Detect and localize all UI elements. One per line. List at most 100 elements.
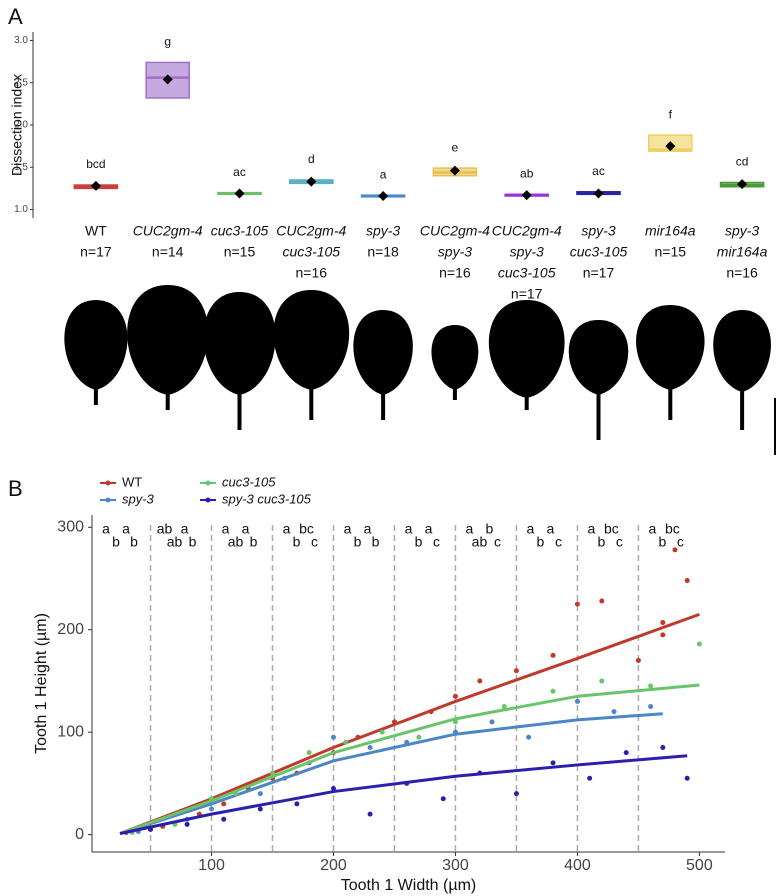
n-label: n=17 bbox=[80, 244, 112, 260]
y-tick-label: 2.5 bbox=[14, 77, 28, 88]
legend-dot bbox=[105, 497, 111, 503]
data-point bbox=[599, 678, 605, 684]
data-point bbox=[623, 750, 629, 756]
data-point bbox=[660, 620, 666, 626]
y-tick-label: 1.0 bbox=[14, 204, 28, 215]
bin-letter: ab bbox=[472, 534, 488, 550]
petiole bbox=[452, 385, 457, 400]
category-label: WT bbox=[85, 223, 107, 239]
x-tick-label: 300 bbox=[442, 857, 469, 874]
bin-letter: a bbox=[547, 521, 555, 537]
data-point bbox=[257, 791, 263, 797]
category-label: spy-3 bbox=[510, 244, 544, 260]
fit-line bbox=[119, 612, 700, 835]
n-label: n=16 bbox=[296, 265, 328, 281]
mean-marker bbox=[665, 141, 676, 152]
petiole bbox=[381, 390, 386, 420]
significance-letter: ac bbox=[592, 164, 605, 178]
leaf bbox=[568, 320, 629, 395]
bin-letter: c bbox=[494, 534, 501, 550]
petiole bbox=[596, 390, 601, 440]
mean-marker bbox=[737, 179, 748, 190]
data-point bbox=[257, 806, 263, 812]
bin-letter: c bbox=[433, 534, 440, 550]
y-tick-label: 0 bbox=[75, 826, 84, 843]
significance-letter: cd bbox=[736, 155, 749, 169]
significance-letter: f bbox=[669, 107, 673, 121]
y-tick-label: 300 bbox=[57, 519, 84, 536]
leaf bbox=[273, 290, 350, 390]
n-label: n=16 bbox=[726, 265, 758, 281]
bin-letter: b bbox=[486, 521, 494, 537]
category-label: CUC2gm-4 bbox=[133, 223, 203, 239]
bin-letter: bc bbox=[604, 521, 619, 537]
leaf bbox=[431, 325, 479, 390]
bin-letter: a bbox=[283, 521, 291, 537]
bin-letter: b bbox=[250, 534, 258, 550]
leaf bbox=[353, 310, 413, 395]
data-point bbox=[379, 729, 385, 735]
bin-letter: ab bbox=[167, 534, 183, 550]
data-point bbox=[574, 698, 580, 704]
bin-letter: a bbox=[181, 521, 189, 537]
data-point bbox=[306, 750, 312, 756]
data-point bbox=[513, 668, 519, 674]
petiole bbox=[524, 393, 529, 410]
bin-letter: b bbox=[372, 534, 380, 550]
y-axis-label: Dissection index bbox=[9, 74, 25, 176]
category-label: spy-3 bbox=[438, 244, 472, 260]
leaf bbox=[713, 310, 771, 392]
y-tick-label: 2.0 bbox=[14, 120, 28, 131]
bin-letter: a bbox=[466, 521, 474, 537]
leaf bbox=[203, 292, 276, 395]
mean-marker bbox=[306, 176, 317, 187]
data-point bbox=[599, 598, 605, 604]
data-point bbox=[684, 775, 690, 781]
leaf bbox=[636, 305, 705, 390]
n-label: n=16 bbox=[439, 265, 471, 281]
category-label: CUC2gm-4 bbox=[420, 223, 490, 239]
data-point bbox=[611, 709, 617, 715]
mean-marker bbox=[378, 191, 389, 202]
fit-line bbox=[119, 754, 688, 836]
category-label: CUC2gm-4 bbox=[492, 223, 562, 239]
panel-label: A bbox=[8, 4, 23, 29]
leaf bbox=[127, 285, 209, 395]
data-point bbox=[221, 816, 227, 822]
bin-letter: b bbox=[293, 534, 301, 550]
data-point bbox=[574, 601, 580, 607]
data-point bbox=[526, 734, 532, 740]
data-point bbox=[452, 693, 458, 699]
category-label: cuc3-105 bbox=[570, 244, 628, 260]
petiole bbox=[237, 390, 242, 430]
y-tick-label: 200 bbox=[57, 621, 84, 638]
n-label: n=15 bbox=[224, 244, 256, 260]
leaf bbox=[488, 300, 565, 398]
legend-dot bbox=[205, 497, 211, 503]
data-point bbox=[696, 641, 702, 647]
bin-letter: bc bbox=[665, 521, 680, 537]
category-label: cuc3-105 bbox=[211, 223, 269, 239]
bin-letter: b bbox=[659, 534, 667, 550]
legend-label: spy-3 cuc3-105 bbox=[222, 491, 312, 506]
bin-letter: a bbox=[649, 521, 657, 537]
bin-letter: ab bbox=[157, 521, 173, 537]
legend-label: cuc3-105 bbox=[222, 474, 276, 489]
category-label: spy-3 bbox=[725, 223, 759, 239]
legend-label: spy-3 bbox=[122, 491, 155, 506]
n-label: n=17 bbox=[511, 286, 543, 302]
significance-letter: e bbox=[452, 140, 459, 154]
category-label: spy-3 bbox=[581, 223, 615, 239]
bin-letter: b bbox=[415, 534, 423, 550]
data-point bbox=[416, 734, 422, 740]
n-label: n=17 bbox=[583, 265, 615, 281]
data-point bbox=[184, 821, 190, 827]
data-point bbox=[513, 791, 519, 797]
bin-letter: a bbox=[122, 521, 130, 537]
bin-letter: c bbox=[311, 534, 318, 550]
petiole bbox=[165, 390, 170, 410]
data-point bbox=[635, 657, 641, 663]
y-axis-label: Tooth 1 Height (µm) bbox=[33, 613, 50, 754]
significance-letter: bcd bbox=[86, 157, 105, 171]
